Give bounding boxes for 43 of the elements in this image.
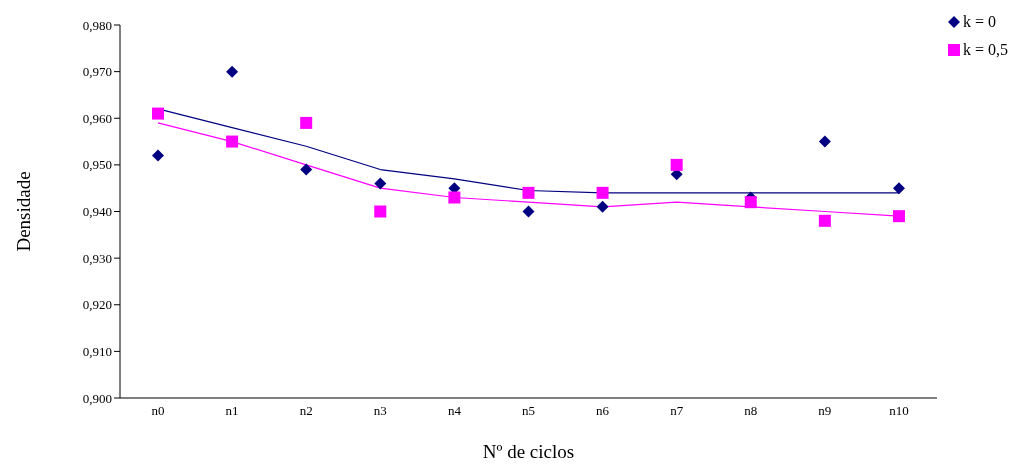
x-tick-label: n8 — [744, 403, 758, 419]
point — [300, 116, 313, 129]
legend-label: k = 0 — [962, 13, 996, 31]
y-tick-label: 0,910 — [82, 343, 112, 359]
point — [522, 186, 535, 199]
y-tick-label: 0,960 — [82, 110, 112, 126]
y-tick-label: 0,950 — [82, 157, 112, 173]
point — [152, 107, 164, 120]
point — [374, 205, 387, 218]
y-tick-label: 0,980 — [82, 17, 112, 33]
point — [892, 182, 905, 195]
point — [670, 158, 683, 171]
x-tick-label: n6 — [596, 403, 610, 419]
y-tick-label: 0,970 — [82, 64, 112, 80]
x-tick-label: n0 — [151, 403, 165, 419]
x-tick-label: n1 — [225, 403, 239, 419]
x-tick-label: n10 — [889, 403, 909, 419]
point — [300, 163, 313, 176]
point — [374, 177, 387, 190]
x-tick-label: n9 — [818, 403, 832, 419]
point — [818, 135, 831, 148]
point — [226, 65, 239, 78]
x-tick-label: n3 — [373, 403, 387, 419]
point — [448, 191, 461, 204]
y-tick-label: 0,920 — [82, 297, 112, 313]
point — [744, 196, 757, 209]
legend-label: k = 0,5 — [962, 41, 1008, 59]
point — [226, 135, 239, 148]
point — [892, 210, 905, 223]
y-axis-title: Densidade — [12, 171, 34, 252]
x-tick-label: n2 — [299, 403, 313, 419]
y-tick-label: 0,930 — [82, 250, 112, 266]
x-tick-label: n4 — [447, 403, 462, 419]
point — [596, 200, 609, 213]
y-tick-label: 0,900 — [82, 390, 112, 406]
point — [522, 205, 535, 218]
x-axis-title: Nº de ciclos — [482, 441, 575, 462]
point — [818, 214, 831, 227]
x-tick-label: n7 — [670, 403, 684, 419]
x-tick-label: n5 — [521, 403, 535, 419]
point — [596, 186, 609, 199]
point — [152, 149, 164, 162]
y-tick-label: 0,940 — [82, 204, 112, 220]
